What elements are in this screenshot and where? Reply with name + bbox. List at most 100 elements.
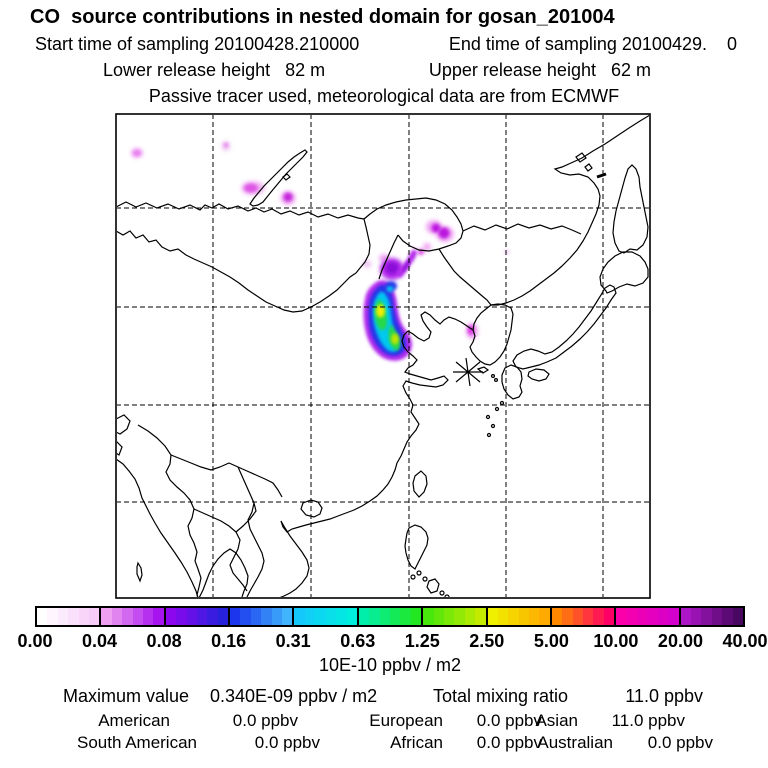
coast-russia-border-west <box>117 201 365 220</box>
ne-blob-core-2 <box>438 227 450 239</box>
colorbar-cell <box>325 608 336 625</box>
colorbar-cell <box>47 608 58 625</box>
island-ph-2 <box>422 576 428 582</box>
colorbar-tick-label: 0.00 <box>17 631 53 651</box>
colorbar-cell <box>637 608 648 625</box>
colorbar-cell <box>572 608 584 625</box>
colorbar-cell <box>153 608 164 625</box>
plume-tail-dark <box>402 260 411 272</box>
border-thailand-ne <box>235 502 257 533</box>
lake-baikal-knot <box>282 173 291 181</box>
spot-baikal-west-core <box>244 183 258 193</box>
colorbar-tick-label: 20.00 <box>657 631 703 651</box>
release-heights-row: Lower release height 82 m Upper release … <box>103 61 651 79</box>
colorbar-segment <box>421 608 486 625</box>
colorbar-cell <box>668 608 679 625</box>
colorbar-cell <box>240 608 251 625</box>
colorbar-cell <box>626 608 638 625</box>
border-manchuria-se <box>438 248 492 306</box>
island-tsushima-2 <box>494 378 499 383</box>
island-honshu <box>512 284 617 370</box>
island-shantar-2 <box>584 163 593 172</box>
colorbar-cell <box>230 608 241 625</box>
region-value-african: 0.0 ppbv <box>476 733 542 752</box>
island-hainan <box>300 499 323 518</box>
colorbar-cell <box>711 608 723 625</box>
island-ph-1 <box>416 570 422 576</box>
colorbar-cell <box>68 608 79 625</box>
border-balloon-neck <box>355 218 371 274</box>
colorbar-cell <box>57 608 69 625</box>
colorbar <box>35 606 745 627</box>
spot-primorye-faint <box>504 249 510 255</box>
border-mongolia-south <box>117 230 357 313</box>
region-value-american: 0.0 ppbv <box>232 711 298 730</box>
colorbar-cell <box>101 608 112 625</box>
colorbar-cell <box>217 608 229 625</box>
colorbar-segment <box>614 608 679 625</box>
plume-top-dark-core <box>385 262 399 274</box>
ne-blob-core-1 <box>431 223 441 233</box>
region-value-australian: 0.0 ppbv <box>647 733 713 752</box>
island-ryukyu-4 <box>494 406 500 412</box>
region-value-european: 0.0 ppbv <box>476 711 542 730</box>
max-value-label: Maximum value <box>63 686 190 706</box>
colorbar-tick-label: 10.00 <box>593 631 639 651</box>
colorbar-cell <box>454 608 465 625</box>
colorbar-cell <box>616 608 627 625</box>
colorbar-unit-label: 10E-10 ppbv / m2 <box>318 655 462 675</box>
colorbar-cell <box>346 608 357 625</box>
colorbar-cell <box>475 608 486 625</box>
colorbar-cell <box>487 608 498 625</box>
main-plume <box>363 250 417 361</box>
plume-yellowgreen-core <box>391 333 399 345</box>
colorbar-cell <box>701 608 712 625</box>
border-laos-vietnam-inland <box>237 466 265 597</box>
border-amur-east <box>462 223 582 235</box>
colorbar-segment <box>485 608 550 625</box>
coast-korea <box>469 303 514 366</box>
colorbar-cell <box>369 608 380 625</box>
total-ratio-label: Total mixing ratio <box>433 686 569 706</box>
colorbar-cell <box>261 608 272 625</box>
region-label-south-american: South American <box>76 733 197 752</box>
island-taiwan <box>412 470 428 498</box>
colorbar-cell <box>583 608 594 625</box>
colorbar-cell <box>37 608 48 625</box>
coast-okhotsk-wedge <box>491 115 649 306</box>
colorbar-cell <box>165 608 177 625</box>
colorbar-cell <box>722 608 733 625</box>
map-graticule <box>117 115 649 597</box>
page-title: CO source contributions in nested domain… <box>30 6 615 28</box>
colorbar-cell <box>271 608 283 625</box>
region-value-asian: 11.0 ppbv <box>611 711 685 730</box>
colorbar-cell <box>196 608 208 625</box>
border-india-ne-1 <box>117 414 131 435</box>
border-khingan <box>378 234 399 280</box>
colorbar-cell <box>539 608 550 625</box>
colorbar-segment <box>228 608 293 625</box>
colorbar-cell <box>122 608 133 625</box>
coast-amur-balloon <box>363 197 464 252</box>
colorbar-tick-label: 0.31 <box>275 631 311 651</box>
island-ryukyu-3 <box>486 432 492 438</box>
island-shikoku <box>527 368 550 382</box>
colorbar-tick-label: 0.63 <box>340 631 376 651</box>
colorbar-cell <box>518 608 530 625</box>
island-ryukyu-2 <box>490 423 496 429</box>
colorbar-cell <box>443 608 455 625</box>
coast-china-east <box>280 330 449 533</box>
island-ryukyu-5 <box>499 400 505 406</box>
colorbar-cell <box>732 608 743 625</box>
colorbar-cell <box>132 608 143 625</box>
colorbar-cell <box>410 608 422 625</box>
plume-yellow-core <box>376 304 385 318</box>
spot-siberia-west <box>131 148 143 158</box>
ne-tail-1 <box>423 243 431 251</box>
colorbar-tick-label: 1.25 <box>404 631 440 651</box>
colorbar-tick-label: 5.00 <box>533 631 569 651</box>
border-myanmar-thai <box>137 424 202 597</box>
spot-baikal-south-core <box>283 192 293 202</box>
tracer-met-line: Passive tracer used, meteorological data… <box>148 86 620 106</box>
region-label-american: American <box>98 711 170 730</box>
